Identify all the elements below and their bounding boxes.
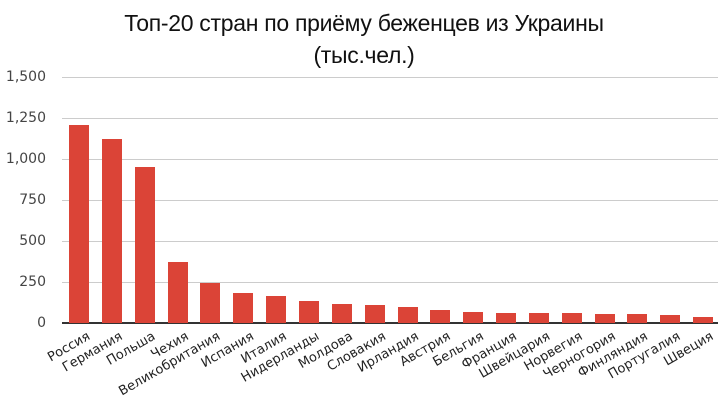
bar[interactable] [693,316,714,323]
bar[interactable] [233,292,254,323]
gridline [62,118,718,119]
bar[interactable] [496,312,517,323]
bar[interactable] [364,304,385,323]
gridline [62,282,718,283]
y-tick-label: 1,250 [5,110,46,126]
bar[interactable] [430,309,451,323]
gridline [62,159,718,160]
gridline [62,200,718,201]
bar[interactable] [331,303,352,323]
bar[interactable] [298,301,319,323]
bar[interactable] [69,125,89,323]
bar[interactable] [167,261,188,323]
bar[interactable] [594,313,615,323]
chart-subtitle: (тыс.чел.) [313,42,415,68]
bar[interactable] [397,306,418,323]
bar[interactable] [660,314,681,323]
bar[interactable] [101,138,122,323]
bar[interactable] [134,167,155,323]
gridline [62,241,718,242]
y-tick-label: 1,000 [5,151,46,167]
bar[interactable] [266,295,287,323]
bar[interactable] [561,312,582,323]
y-tick-label: 0 [37,315,46,331]
y-tick-label: 1,500 [5,69,46,85]
chart-title: Топ-20 стран по приёму беженцев из Украи… [124,10,604,36]
y-tick-label: 500 [19,233,46,249]
bar[interactable] [463,312,484,323]
x-axis-line [62,322,718,324]
bar[interactable] [200,282,221,323]
bar[interactable] [528,312,549,323]
y-tick-label: 250 [19,274,46,290]
gridline [62,77,718,78]
y-tick-label: 750 [19,192,46,208]
bar[interactable] [627,313,648,323]
